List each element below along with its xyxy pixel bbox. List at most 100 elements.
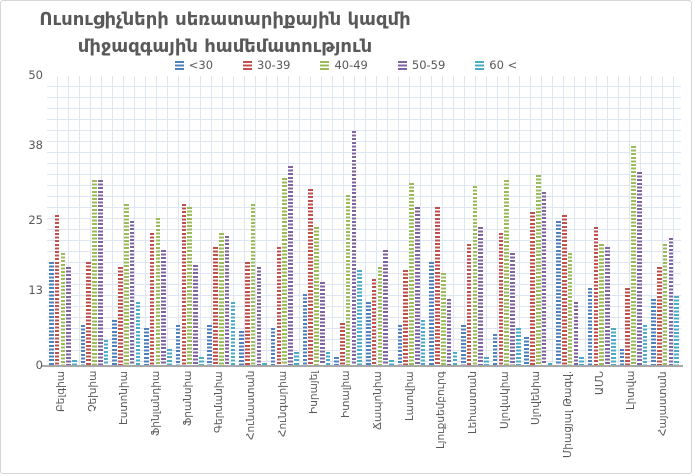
bar-Սլովենիա-50-59 (541, 192, 547, 366)
bar-Իսրայել-50-59 (319, 281, 325, 366)
x-axis-label-Ֆրանսիա: Ֆրանսիա (181, 371, 194, 427)
bar-Էստոնիա-40-49 (123, 203, 129, 366)
bar-Հունգարիա-60 < (294, 351, 299, 366)
legend-item-4049: 40-49 (320, 58, 368, 72)
bar-Հայաստան-30-39 (657, 267, 662, 366)
x-axis-label-Էստոնիա: Էստոնիա (118, 371, 131, 425)
x-axis-label-Իսրայել: Իսրայել (308, 371, 321, 415)
bar-Ճապոնիա-<30 (365, 302, 371, 366)
bar-Սլովակիա-60 < (515, 328, 521, 366)
bar-Ֆրանսիա-<30 (175, 325, 181, 366)
bar-Բելգիա-60 < (72, 360, 77, 366)
bar-Լեհաստան-<30 (461, 325, 466, 366)
chart-title-line1: Ուսուցիչների սեռատարիքային կազմի (39, 9, 411, 30)
legend-item-60: 60 < (475, 58, 517, 72)
bar-Էստոնիա-60 < (135, 302, 141, 366)
bar-Իտալիա-60 < (357, 270, 363, 366)
x-axis-label-Չեխիա: Չեխիա (86, 371, 99, 413)
legend-item-5059: 50-59 (397, 58, 446, 72)
bar-Հունաստան-60 < (262, 363, 267, 366)
x-axis-label-Ճապոնիա: Ճապոնիա (371, 371, 384, 430)
bar-Հայաստան-<30 (651, 299, 656, 366)
x-axis-label-Լատվիա: Լատվիա (403, 371, 416, 421)
bar-Լատվիա-40-49 (409, 183, 414, 366)
bar-Լատվիա-30-39 (403, 270, 409, 366)
x-axis-label-Գերմանիա: Գերմանիա (213, 371, 226, 433)
bar-Ճապոնիա-60 < (389, 360, 394, 366)
x-axis-line (41, 365, 683, 367)
bar-Սլովենիա-30-39 (530, 212, 535, 366)
bar-Բելգիա-30-39 (54, 215, 60, 366)
x-axis-label-Լիտվա: Լիտվա (625, 371, 638, 411)
bar-Չեխիա-30-39 (86, 261, 92, 366)
y-axis-tick-label: 0 (35, 358, 43, 372)
bar-Սլովակիա-30-39 (498, 232, 504, 366)
bar-Լյուքսեմբուրգ-30-39 (435, 206, 440, 366)
bar-Բելգիա-50-59 (66, 267, 71, 366)
bar-Ֆինլանդիա-<30 (144, 328, 149, 366)
bar-Էստոնիա-50-59 (129, 221, 135, 366)
legend-item-30: <30 (174, 58, 213, 72)
bar-Լեհաստան-50-59 (478, 226, 484, 366)
bar-Ճապոնիա-40-49 (377, 267, 383, 366)
bar-Չեխիա-50-59 (98, 180, 103, 366)
bar-Ֆինլանդիա-60 < (167, 348, 172, 366)
bar-Հայաստան-40-49 (662, 244, 668, 366)
bar-Սլովակիա-40-49 (504, 180, 509, 366)
bar-Իտալիա-40-49 (345, 194, 351, 366)
bar-Չեխիա-<30 (80, 325, 86, 366)
x-axis-label-Հունգարիա: Հունգարիա (276, 371, 289, 438)
x-axis-label-Բելգիա: Բելգիա (54, 371, 67, 412)
bar-Սլովակիա-<30 (492, 334, 498, 366)
bar-Չեխիա-60 < (103, 339, 109, 366)
y-axis-tick-label: 50 (28, 68, 43, 82)
x-axis-label-Լեհաստան: Լեհաստան (466, 371, 479, 434)
legend-label: 50-59 (411, 58, 446, 72)
bar-Լեհաստան-30-39 (466, 244, 472, 366)
bar-Ֆինլանդիա-30-39 (149, 232, 155, 366)
bar-Լիտվա-50-59 (636, 171, 642, 366)
legend-marker-icon (243, 60, 253, 70)
x-axis-label-Իտալիա: Իտալիա (340, 371, 353, 419)
bar-Լյուքսեմբուրգ-60 < (452, 351, 458, 366)
bar-Բելգիա-40-49 (60, 252, 66, 366)
bar-Իսրայել-<30 (302, 293, 308, 366)
bar-Ֆրանսիա-40-49 (187, 206, 192, 366)
bar-ԱՄՆ-40-49 (599, 244, 605, 366)
legend-label: 40-49 (334, 58, 368, 72)
bar-Լեհաստան-40-49 (472, 186, 478, 366)
chart-legend: <30 30-39 40-49 50-59 60 < (1, 58, 691, 72)
x-axis-label-Ֆինլանդիա: Ֆինլանդիա (149, 371, 162, 437)
bar-Հունաստան-50-59 (256, 267, 262, 366)
bar-Լիտվա-60 < (642, 325, 648, 366)
bar-Ֆրանսիա-60 < (198, 357, 204, 366)
x-axis-label-Լյուքսեմբուրգ: Լյուքսեմբուրգ (435, 371, 448, 449)
legend-marker-icon (475, 60, 485, 70)
bar-Լեհաստան-60 < (484, 357, 489, 366)
bar-Հունգարիա-40-49 (282, 177, 288, 366)
x-axis-label-Հայաստան: Հայաստան (657, 371, 670, 436)
bar-Գերմանիա-<30 (207, 325, 213, 366)
bar-Միացյալ Թագվ.-40-49 (567, 252, 573, 366)
x-axis-label-ԱՄՆ: ԱՄՆ (593, 371, 606, 396)
bar-Հունգարիա-<30 (270, 328, 276, 366)
bar-Լատվիա-60 < (420, 319, 426, 366)
chart-title: Ուսուցիչների սեռատարիքային կազմի միջազգա… (7, 6, 443, 60)
bar-Իտալիա-50-59 (351, 131, 357, 366)
bar-Իսրայել-30-39 (308, 189, 313, 366)
bar-ԱՄՆ-30-39 (593, 226, 599, 366)
bar-Ֆինլանդիա-40-49 (155, 218, 161, 366)
bar-Էստոնիա-30-39 (118, 267, 123, 366)
bar-Լիտվա-40-49 (631, 145, 636, 366)
bar-Ճապոնիա-30-39 (371, 279, 377, 366)
bar-Հայաստան-50-59 (668, 238, 674, 366)
bar-Իսրայել-60 < (325, 351, 331, 366)
bar-Իտալիա-<30 (334, 357, 339, 366)
bar-Ճապոնիա-50-59 (383, 250, 388, 366)
bar-Լյուքսեմբուրգ-40-49 (440, 273, 446, 366)
bar-Ֆրանսիա-50-59 (193, 264, 198, 366)
bar-Գերմանիա-60 < (230, 302, 236, 366)
bar-Հունաստան-40-49 (250, 203, 256, 366)
legend-label: 60 < (489, 58, 518, 72)
legend-marker-icon (320, 60, 330, 70)
